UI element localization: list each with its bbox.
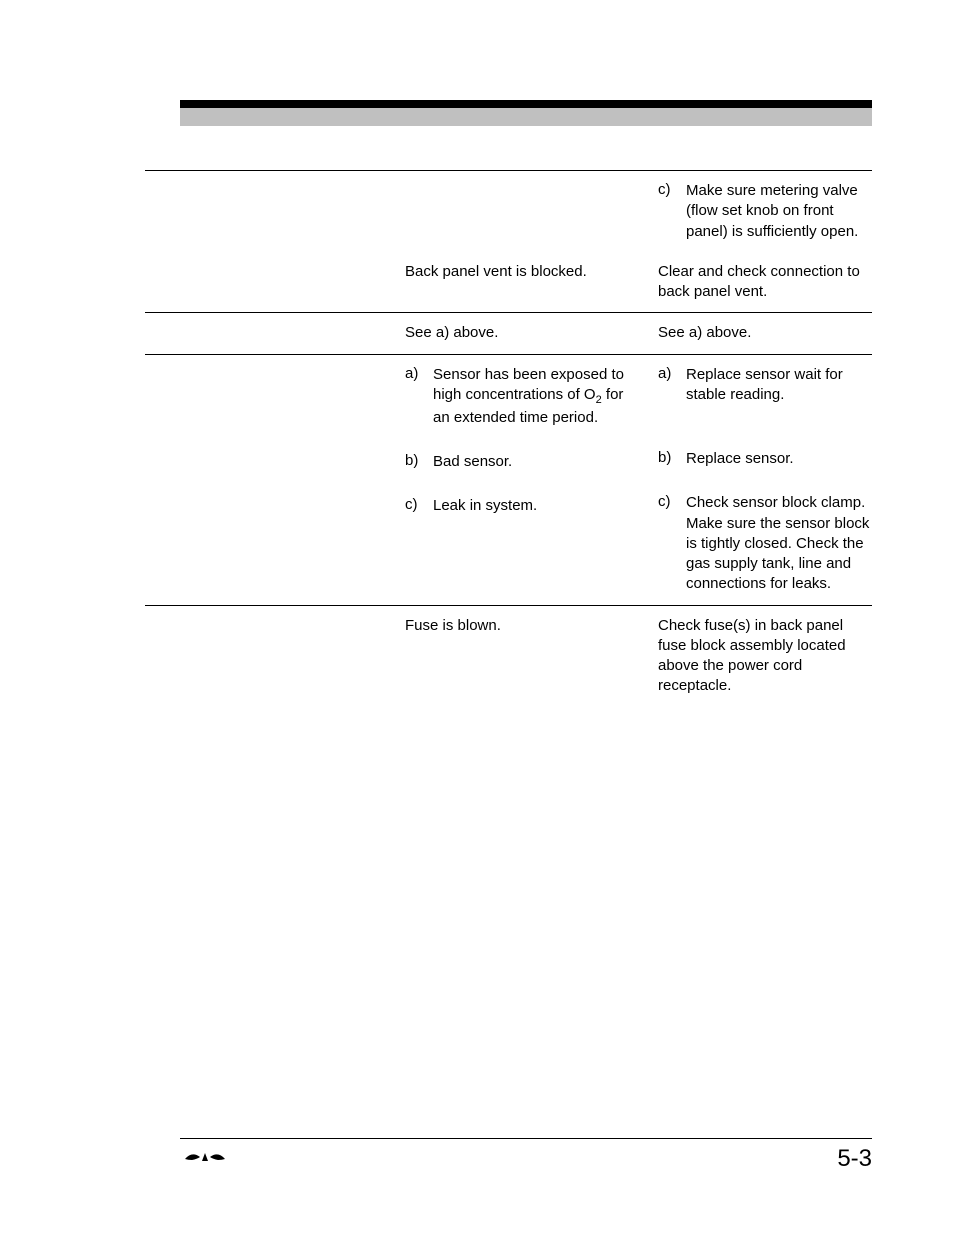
remedy-list-item: a)Replace sensor wait for stable reading…	[658, 365, 872, 406]
cause-list-item: b)Bad sensor.	[405, 452, 643, 472]
col-cause: a)Sensor has been exposed to high concen…	[405, 365, 658, 595]
remedy-list-item: c)Make sure metering valve (flow set kno…	[658, 181, 872, 242]
col-cause: See a) above.	[405, 323, 658, 343]
col-remedy: Clear and check connection to back panel…	[658, 262, 872, 303]
list-text: Leak in system.	[433, 496, 643, 516]
remedy-text: Check fuse(s) in back panel fuse block a…	[658, 616, 872, 697]
col-symptom	[145, 616, 405, 697]
header-bar-gray	[180, 108, 872, 126]
cause-text: See a) above.	[405, 323, 643, 343]
list-label: c)	[658, 493, 686, 594]
col-symptom	[145, 365, 405, 595]
content-table: c)Make sure metering valve (flow set kno…	[145, 170, 872, 707]
cause-list-item: c)Leak in system.	[405, 496, 643, 516]
list-label: c)	[405, 496, 433, 516]
table-row: c)Make sure metering valve (flow set kno…	[145, 171, 872, 252]
table-row: Back panel vent is blocked. Clear and che…	[145, 252, 872, 313]
list-text: Sensor has been exposed to high concentr…	[433, 365, 643, 428]
cause-text: Fuse is blown.	[405, 616, 643, 636]
list-text: Check sensor block clamp. Make sure the …	[686, 493, 872, 594]
col-symptom	[145, 181, 405, 242]
col-remedy: a)Replace sensor wait for stable reading…	[658, 365, 872, 595]
list-label: c)	[658, 181, 686, 242]
cause-text: Back panel vent is blocked.	[405, 262, 643, 282]
list-label: a)	[405, 365, 433, 428]
remedy-text: See a) above.	[658, 323, 872, 343]
col-cause	[405, 181, 658, 242]
remedy-list-item: b)Replace sensor.	[658, 449, 872, 469]
table-row: See a) above. See a) above.	[145, 313, 872, 353]
col-cause: Back panel vent is blocked.	[405, 262, 658, 303]
subscript: 2	[596, 394, 602, 406]
col-remedy: Check fuse(s) in back panel fuse block a…	[658, 616, 872, 697]
remedy-list-item: c)Check sensor block clamp. Make sure th…	[658, 493, 872, 594]
col-remedy: c)Make sure metering valve (flow set kno…	[658, 181, 872, 242]
list-text: Bad sensor.	[433, 452, 643, 472]
list-label: a)	[658, 365, 686, 406]
col-remedy: See a) above.	[658, 323, 872, 343]
list-label: b)	[405, 452, 433, 472]
list-text: Make sure metering valve (flow set knob …	[686, 181, 872, 242]
remedy-text: Clear and check connection to back panel…	[658, 262, 872, 303]
col-symptom	[145, 323, 405, 343]
list-text: Replace sensor wait for stable reading.	[686, 365, 872, 406]
col-symptom	[145, 262, 405, 303]
col-cause: Fuse is blown.	[405, 616, 658, 697]
header-bar-black	[180, 100, 872, 108]
page-footer: 5-3	[180, 1138, 872, 1173]
logo-icon	[180, 1147, 230, 1171]
list-label: b)	[658, 449, 686, 469]
page-number: 5-3	[837, 1145, 872, 1173]
list-text: Replace sensor.	[686, 449, 872, 469]
cause-list-item: a)Sensor has been exposed to high concen…	[405, 365, 643, 428]
table-row: Fuse is blown. Check fuse(s) in back pane…	[145, 606, 872, 707]
table-row: a)Sensor has been exposed to high concen…	[145, 355, 872, 605]
